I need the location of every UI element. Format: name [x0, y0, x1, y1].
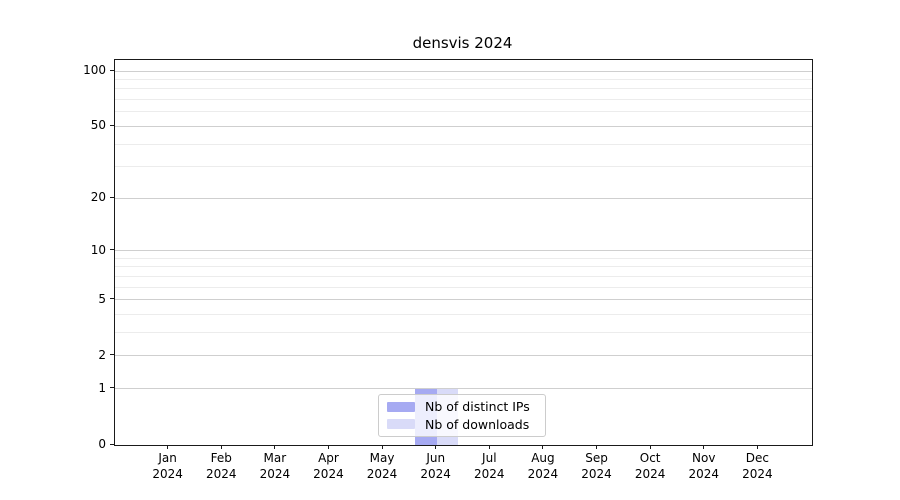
x-tick-mar — [274, 445, 276, 449]
x-tick-label-jul: Jul 2024 — [474, 451, 505, 481]
x-tick-label-aug: Aug 2024 — [527, 451, 559, 481]
x-tick-nov — [703, 445, 705, 449]
chart-title: densvis 2024 — [412, 34, 513, 52]
y-gridline-6 — [115, 286, 812, 288]
y-tick-0 — [110, 443, 114, 445]
x-tick-label-apr: Apr 2024 — [313, 451, 344, 481]
y-gridline-90 — [115, 78, 812, 80]
x-tick-label-sep: Sep 2024 — [581, 451, 612, 481]
y-gridline-20 — [115, 197, 812, 199]
legend-swatch-downloads — [387, 419, 415, 430]
y-tick-20 — [110, 196, 114, 198]
y-gridline-30 — [115, 166, 812, 168]
x-tick-label-may: May 2024 — [366, 451, 398, 481]
y-tick-5 — [110, 298, 114, 300]
y-gridline-10 — [115, 250, 812, 252]
legend-label-distinct-ips: Nb of distinct IPs — [425, 399, 530, 415]
x-tick-sep — [596, 445, 598, 449]
y-gridline-9 — [115, 257, 812, 259]
y-gridline-4 — [115, 314, 812, 316]
x-tick-dec — [756, 445, 758, 449]
x-tick-label-mar: Mar 2024 — [259, 451, 291, 481]
y-gridline-2 — [115, 355, 812, 357]
legend-label-downloads: Nb of downloads — [425, 416, 530, 432]
y-tick-1 — [110, 387, 114, 389]
y-tick-label-5: 5 — [98, 291, 106, 306]
plot-area: Nb of distinct IPs Nb of downloads — [114, 59, 813, 446]
x-tick-label-jun: Jun 2024 — [420, 451, 451, 481]
y-tick-label-2: 2 — [98, 347, 106, 362]
x-tick-feb — [220, 445, 222, 449]
x-tick-apr — [327, 445, 329, 449]
x-tick-label-feb: Feb 2024 — [205, 451, 237, 481]
y-tick-2 — [110, 354, 114, 356]
x-tick-jul — [488, 445, 490, 449]
y-tick-label-10: 10 — [90, 242, 106, 257]
legend: Nb of distinct IPs Nb of downloads — [378, 394, 546, 437]
y-tick-label-100: 100 — [83, 63, 106, 77]
y-tick-10 — [110, 249, 114, 251]
x-tick-aug — [542, 445, 544, 449]
y-gridline-50 — [115, 125, 812, 127]
x-tick-label-oct: Oct 2024 — [634, 451, 666, 481]
y-gridline-100 — [115, 70, 812, 72]
x-tick-jan — [167, 445, 169, 449]
x-tick-jun — [435, 445, 437, 449]
y-gridline-70 — [115, 99, 812, 101]
y-tick-label-1: 1 — [98, 380, 106, 395]
y-gridline-7 — [115, 275, 812, 277]
y-gridline-5 — [115, 299, 812, 301]
x-tick-oct — [649, 445, 651, 449]
y-gridline-40 — [115, 143, 812, 145]
y-gridline-1 — [115, 388, 812, 390]
x-tick-label-dec: Dec 2024 — [742, 451, 773, 481]
y-tick-label-20: 20 — [90, 190, 106, 205]
x-tick-label-nov: Nov 2024 — [688, 451, 720, 481]
legend-entry-downloads: Nb of downloads — [387, 417, 537, 432]
legend-swatch-distinct-ips — [387, 401, 415, 412]
x-tick-may — [381, 445, 383, 449]
y-tick-50 — [110, 124, 114, 126]
y-gridline-8 — [115, 266, 812, 268]
legend-entry-distinct-ips: Nb of distinct IPs — [387, 399, 537, 414]
y-tick-label-50: 50 — [90, 118, 106, 133]
y-gridline-3 — [115, 332, 812, 334]
y-gridline-80 — [115, 88, 812, 90]
y-tick-label-0: 0 — [98, 437, 106, 451]
y-gridline-60 — [115, 111, 812, 113]
x-tick-label-jan: Jan 2024 — [152, 451, 183, 481]
y-tick-100 — [110, 69, 114, 71]
